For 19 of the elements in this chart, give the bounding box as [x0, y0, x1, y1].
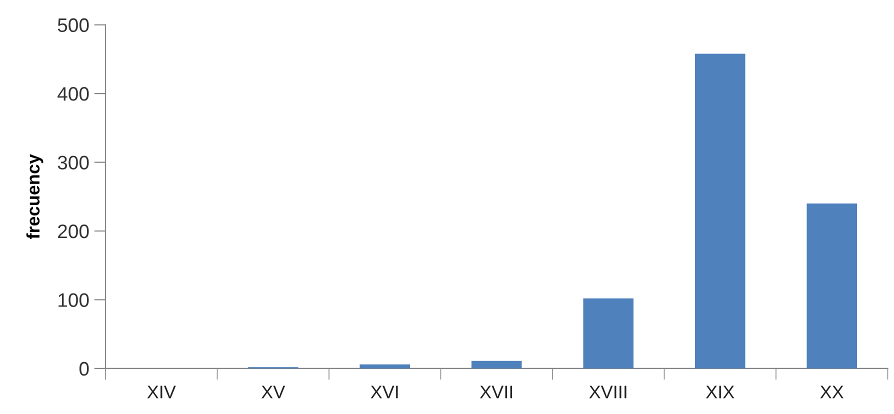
x-tick-label: XV [261, 386, 286, 398]
y-tick-label: 100 [58, 293, 89, 307]
y-tick-label: 200 [58, 224, 89, 238]
y-tick-label: 300 [58, 156, 89, 170]
bar [694, 54, 746, 368]
y-tick-label: 500 [58, 18, 89, 32]
bar [806, 204, 858, 368]
bar [583, 298, 634, 368]
x-tick-label: XVIII [589, 386, 626, 398]
x-tick-label: XVI [370, 386, 398, 398]
bar [471, 360, 522, 368]
y-tick-label: 0 [79, 362, 89, 376]
bar [360, 364, 410, 368]
y-tick-label: 400 [58, 87, 89, 101]
x-tick-label: XIX [706, 386, 734, 398]
x-tick-label: XVII [480, 386, 512, 398]
y-axis-title: frecuency [26, 154, 44, 239]
x-tick-label: XIV [147, 386, 176, 398]
x-tick-label: XX [820, 386, 844, 398]
